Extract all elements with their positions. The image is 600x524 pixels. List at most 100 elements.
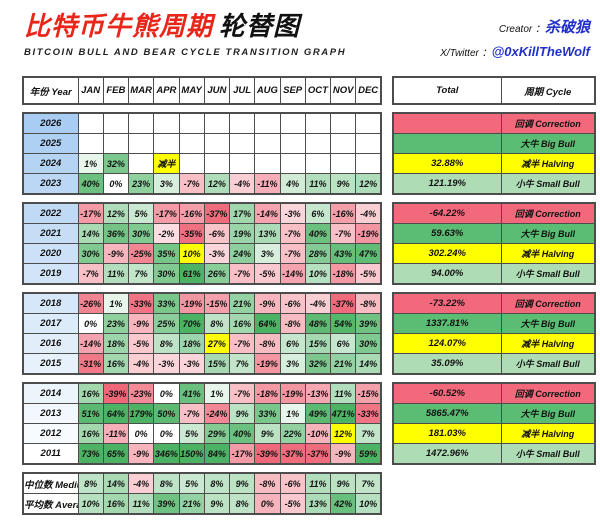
month-cell: 13% (254, 223, 281, 244)
month-cell: -16% (178, 202, 205, 224)
month-cell: 21% (178, 493, 205, 515)
month-cell: 9% (254, 423, 281, 444)
month-cell: 5% (178, 472, 205, 494)
month-cell: 21% (329, 353, 357, 375)
month-cell: 5% (178, 423, 205, 444)
month-cell (127, 153, 155, 174)
month-cell: -5% (127, 333, 155, 354)
month-cell: 33% (153, 292, 180, 314)
month-cell: -5% (254, 263, 281, 285)
month-cell (355, 153, 382, 174)
month-cell: -6% (203, 223, 231, 244)
month-cell: -8% (279, 313, 306, 334)
table-row: 2021 14% 36% 30% -2% -35% -6% 19% 13% -7% 40% -7% -1… (22, 223, 382, 244)
month-cell: 16% (77, 382, 104, 404)
twitter-line: X/Twitter ：@0xKillTheWolf (440, 40, 590, 64)
table-row: 1472.96% 小牛 Small Bull (392, 443, 596, 465)
month-cell: -9% (329, 443, 357, 465)
month-cell: 0% (77, 313, 104, 334)
month-cell: 30% (77, 243, 104, 264)
summary-label: 中位数 Medium (22, 472, 79, 494)
month-cell: 8% (153, 333, 180, 354)
month-cell: -7% (279, 243, 306, 264)
month-cell: 14% (355, 353, 382, 375)
total-cell-2022: -64.22% (392, 202, 502, 224)
month-cell: -15% (355, 382, 382, 404)
month-cell (254, 153, 281, 174)
month-cell: 14% (102, 472, 130, 494)
month-cell (127, 112, 155, 134)
month-cell: -26% (77, 292, 104, 314)
month-cell: 26% (203, 263, 231, 285)
month-cell: 1% (203, 382, 231, 404)
month-cell: 0% (153, 423, 180, 444)
month-cell: 15% (203, 353, 231, 375)
month-cell: -7% (178, 403, 205, 424)
year-cell-2013: 2013 (22, 403, 79, 424)
table-row: 2012 16% -11% 0% 0% 5% 29% 40% 9% 22% -10% 12% 7% (22, 423, 382, 444)
month-cell: -4% (127, 472, 155, 494)
month-cell: 8% (153, 472, 180, 494)
month-cell: -8% (254, 472, 281, 494)
month-cell: 12% (203, 173, 231, 195)
month-cell: 16% (102, 493, 130, 515)
total-cell-2019: 94.00% (392, 263, 502, 285)
month-cell: 51% (77, 403, 104, 424)
creator-label: Creator ： (498, 24, 545, 35)
month-cell: 0% (254, 493, 281, 515)
month-cell: 39% (355, 313, 382, 334)
month-cell (279, 133, 306, 154)
table-row: 2024 1% 32% 减半 (22, 153, 382, 174)
month-cell (203, 133, 231, 154)
month-cell: -5% (279, 493, 306, 515)
twitter-handle[interactable]: @0xKillTheWolf (491, 44, 590, 59)
month-cell (178, 133, 205, 154)
month-cell: -6% (279, 472, 306, 494)
month-cell: -14% (279, 263, 306, 285)
table-row: 大牛 Big Bull (392, 133, 596, 154)
month-cell: -35% (178, 223, 205, 244)
table-row: 2019 -7% 11% 7% 30% 61% 26% -7% -5% -14% 10% -18% -5… (22, 263, 382, 285)
month-cell: 16% (102, 353, 130, 375)
total-header: Total (392, 76, 502, 105)
month-cell: 9% (228, 472, 256, 494)
month-cell: 3% (279, 353, 306, 375)
month-cell: -4% (127, 353, 155, 375)
year-cell-2021: 2021 (22, 223, 79, 244)
month-cell: 48% (304, 313, 332, 334)
table-row: 2025 (22, 133, 382, 154)
month-cell (355, 133, 382, 154)
month-cell (77, 133, 104, 154)
month-cell: 50% (153, 403, 180, 424)
year-group-1: 2026 2025 2024 1% 32% 减半 2023 40% 0% 23% 3% -7% 12% -… (22, 112, 596, 195)
month-cell: -19% (355, 223, 382, 244)
table-header-band: 年份 Year JAN FEB MAR APR MAY JUN JUL AUG SEP OCT NOV… (22, 76, 596, 105)
year-group-2: 2022 -17% 12% 5% -17% -16% -37% 17% -14% -3% 6% -16… (22, 202, 596, 285)
month-cell: -31% (77, 353, 104, 375)
table-row: 32.88% 减半 Halving (392, 153, 596, 174)
month-header-oct: OCT (304, 76, 332, 105)
month-cell: 11% (304, 472, 332, 494)
month-cell: -11% (254, 173, 281, 195)
month-cell: 49% (304, 403, 332, 424)
month-cell: 35% (153, 243, 180, 264)
month-cell: -6% (279, 292, 306, 314)
month-cell (279, 112, 306, 134)
month-cell (329, 112, 357, 134)
table-row: 2026 (22, 112, 382, 134)
month-cell (228, 112, 256, 134)
month-cell: -9% (127, 443, 155, 465)
total-cell-2020: 302.24% (392, 243, 502, 264)
month-cell: -7% (228, 382, 256, 404)
table-row: 2014 16% -39% -23% 0% 41% 1% -7% -18% -19% -13% 11%… (22, 382, 382, 404)
total-cell-2025 (392, 133, 502, 154)
total-cell-2015: 35.09% (392, 353, 502, 375)
total-cell-2018: -73.22% (392, 292, 502, 314)
month-cell: 70% (178, 313, 205, 334)
month-cell: 150% (178, 443, 205, 465)
month-cell: 10% (178, 243, 205, 264)
month-cell: 减半 (153, 153, 180, 174)
month-cell: 10% (77, 493, 104, 515)
month-cell: -4% (228, 173, 256, 195)
